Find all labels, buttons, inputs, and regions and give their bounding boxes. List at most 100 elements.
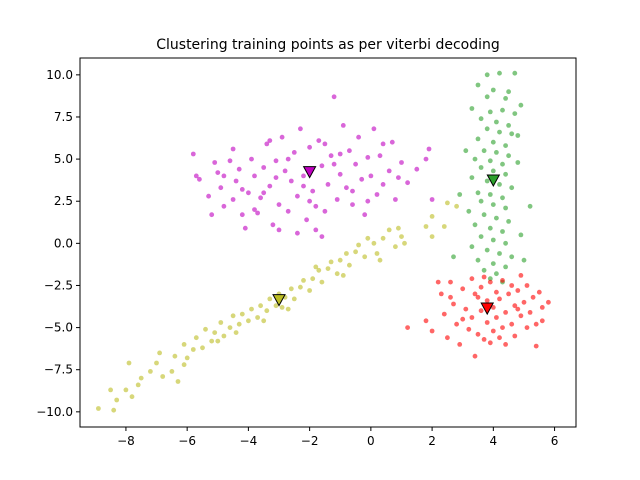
data-point [494, 289, 499, 295]
data-point [215, 170, 221, 176]
data-point [506, 219, 511, 224]
data-point [460, 286, 466, 292]
y-axis: −10.0 −7.5 −5.0 −2.5 0.0 2.5 5.0 7.5 10.0 [36, 68, 80, 419]
data-point [503, 310, 508, 315]
data-point [221, 203, 227, 209]
data-point [279, 305, 285, 310]
data-point [484, 298, 490, 303]
data-point [509, 131, 515, 137]
data-point [393, 244, 398, 250]
data-point [295, 193, 300, 199]
data-point [340, 273, 346, 278]
data-point [291, 150, 297, 155]
y-tick-label: 5.0 [54, 152, 73, 166]
data-point [255, 210, 260, 216]
data-point [533, 321, 539, 327]
data-point [500, 195, 505, 201]
data-point [469, 106, 475, 111]
data-point [438, 291, 444, 297]
data-point [429, 328, 435, 334]
data-point [267, 138, 273, 144]
data-point [423, 318, 429, 324]
data-point [114, 397, 120, 403]
data-point [503, 342, 508, 347]
data-point [426, 146, 432, 152]
data-point [273, 303, 279, 309]
data-point [521, 299, 527, 305]
data-point [239, 311, 245, 317]
data-point [377, 257, 383, 263]
plot-area [79, 57, 577, 428]
data-point [478, 165, 484, 170]
y-tick-label: −2.5 [44, 278, 73, 292]
data-point [509, 185, 515, 191]
data-point [276, 202, 282, 208]
data-point [490, 139, 496, 145]
data-point [484, 94, 490, 100]
data-point [371, 126, 377, 132]
data-point [533, 343, 539, 349]
data-point [295, 230, 300, 236]
data-point [423, 224, 429, 229]
data-point [233, 178, 239, 184]
data-point [393, 197, 398, 202]
data-point [518, 232, 524, 238]
data-point [270, 222, 276, 228]
data-point [359, 176, 365, 182]
data-point [441, 224, 447, 229]
data-point [236, 321, 242, 327]
data-point [285, 306, 291, 312]
data-point [405, 325, 410, 330]
data-point [481, 267, 487, 273]
data-point [490, 202, 496, 208]
data-point [258, 195, 263, 201]
y-tick-label: −5.0 [44, 321, 73, 335]
data-point [233, 330, 239, 335]
data-point [478, 234, 484, 240]
data-point [353, 161, 358, 167]
data-point [472, 353, 478, 359]
data-point [261, 190, 267, 196]
data-point [484, 247, 490, 253]
data-point [175, 379, 181, 384]
data-point [160, 374, 166, 379]
y-tick-label: −10.0 [36, 405, 73, 419]
data-point [319, 279, 325, 285]
data-point [463, 148, 469, 154]
data-point [350, 202, 355, 208]
data-point [512, 111, 518, 116]
data-point [539, 305, 545, 310]
data-point [512, 70, 518, 76]
chart-title: Clustering training points as per viterb… [156, 37, 500, 53]
data-point [518, 313, 524, 319]
data-point [380, 141, 386, 147]
data-point [181, 362, 187, 368]
data-point [515, 288, 521, 293]
data-point [497, 182, 502, 187]
data-point [288, 286, 294, 292]
data-point [313, 227, 319, 233]
data-point [203, 326, 208, 332]
data-point [524, 325, 530, 330]
data-points [96, 70, 551, 413]
data-point [172, 353, 178, 359]
data-point [503, 264, 508, 270]
data-point [267, 296, 273, 302]
data-point [487, 340, 493, 346]
data-point [478, 116, 484, 122]
data-point [490, 305, 496, 310]
data-point [475, 331, 481, 337]
data-point [539, 318, 545, 324]
data-point [313, 203, 319, 209]
data-point [316, 138, 322, 144]
data-point [374, 192, 380, 197]
data-point [454, 203, 459, 209]
x-tick-label: 2 [428, 434, 436, 448]
data-point [475, 294, 481, 300]
data-point [386, 168, 392, 174]
data-point [494, 315, 499, 320]
data-point [445, 200, 450, 206]
data-point [500, 325, 505, 330]
data-point [402, 240, 407, 246]
